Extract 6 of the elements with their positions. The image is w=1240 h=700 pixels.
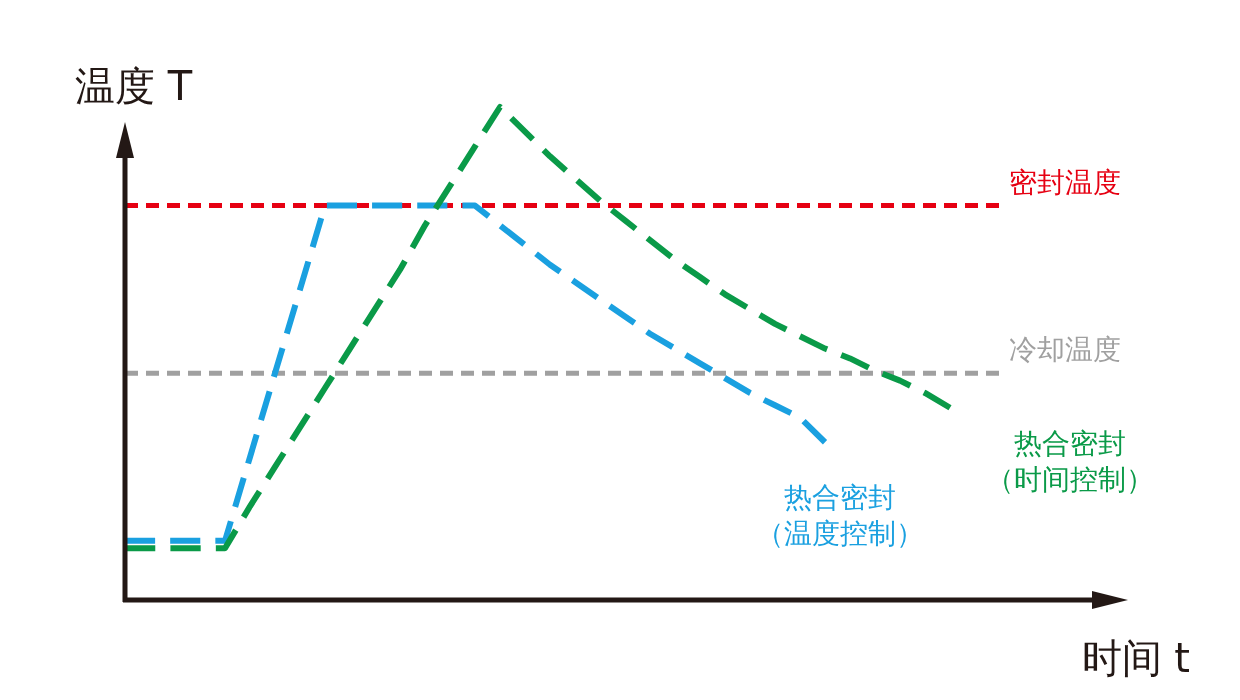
- text: 热合密封（温度控制）: [756, 481, 924, 551]
- ref-line-label: 冷却温度: [1009, 333, 1121, 367]
- series-label: 热合密封（时间控制）: [986, 426, 1154, 496]
- x-axis-title: 时间 t: [1081, 635, 1190, 681]
- y-axis-title: 温度 T: [75, 63, 193, 109]
- ref-line-label: 密封温度: [1009, 165, 1121, 199]
